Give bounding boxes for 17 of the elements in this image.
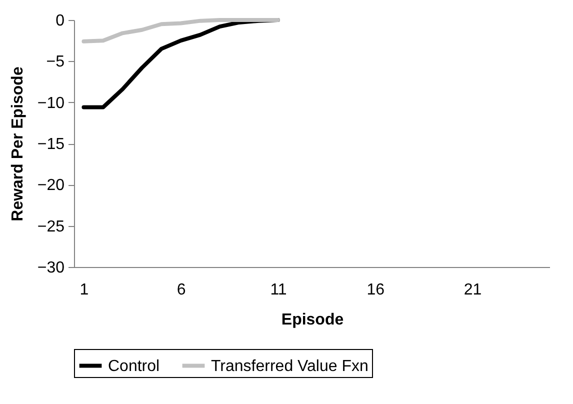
line-series: [82, 18, 280, 44]
x-tick-label: 16: [366, 282, 385, 298]
x-tick-label: 21: [464, 282, 482, 298]
y-tick-label: 0: [56, 12, 65, 30]
legend-label: Transferred Value Fxn: [211, 358, 368, 375]
y-tick-label: −20: [37, 177, 65, 194]
y-axis-title: Reward Per Episode: [9, 66, 26, 222]
y-tick-label: −15: [37, 136, 65, 153]
x-axis-title: Episode: [281, 312, 344, 328]
y-tick-label: −5: [46, 54, 65, 71]
x-tick-label: 1: [80, 282, 89, 298]
x-tick-label: 6: [176, 282, 186, 298]
y-tick-label: −30: [37, 260, 65, 276]
legend-label: Control: [108, 358, 160, 375]
y-tick-label: −10: [37, 94, 65, 112]
y-tick-label: −25: [37, 218, 65, 236]
x-tick-label: 11: [270, 282, 287, 298]
